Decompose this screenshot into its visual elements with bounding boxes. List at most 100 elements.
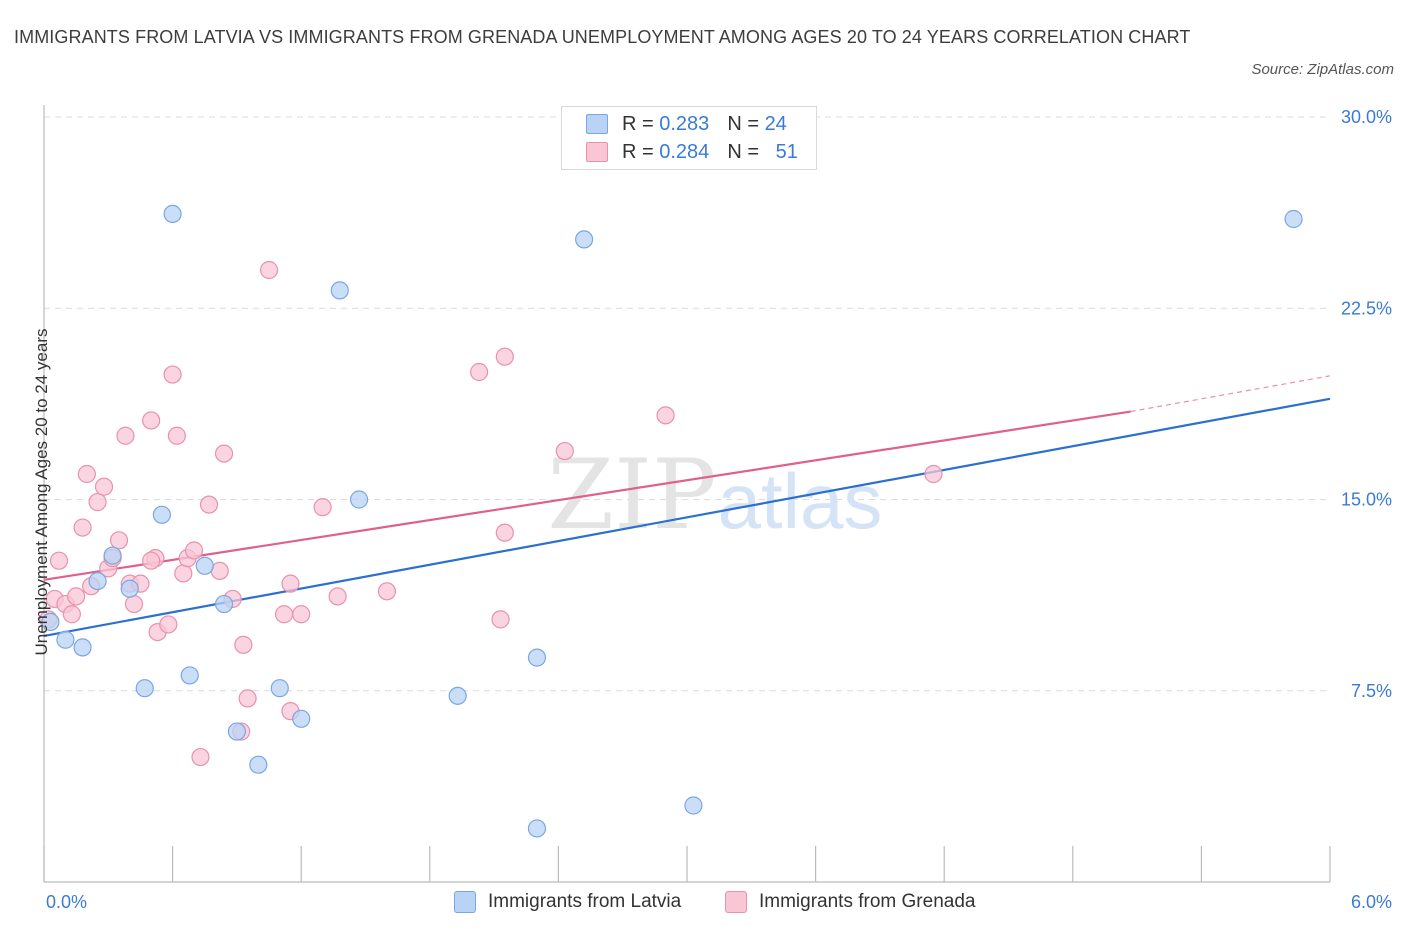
grenada-point-23 [167,426,186,445]
grenada-point-6 [73,518,92,537]
data-points [39,204,1303,838]
latvia-point-13 [249,755,268,774]
grenada-point-24 [174,564,193,583]
grenada-point-18 [142,411,161,430]
grenada-legend-label: Immigrants from Grenada [759,891,976,912]
latvia-point-4 [103,546,122,565]
latvia-point-21 [575,230,594,249]
latvia-legend-swatch [454,891,476,913]
grenada-trend-extension [1130,375,1331,413]
latvia-point-14 [270,679,289,698]
grenada-point-33 [238,689,257,708]
latvia-point-16 [330,281,349,300]
watermark: ZIP atlas [547,439,882,551]
y-tick-label-1: 15.0% [1341,490,1392,510]
grenada-n-value: 51 [775,140,798,163]
latvia-point-17 [349,490,369,509]
grenada-point-27 [199,495,219,514]
grenada-point-48 [924,464,943,484]
watermark-atlas: atlas [718,457,883,545]
tick-labels: 7.5% 15.0% 22.5% 30.0% 0.0% 6.0% [46,107,1392,912]
latvia-point-15 [292,709,311,728]
latvia-n-value: 24 [764,112,787,135]
grenada-point-5 [67,587,86,606]
grenada-point-39 [313,498,332,517]
grenada-point-26 [184,541,204,560]
latvia-n-label: N = [727,112,759,135]
latvia-point-12 [227,722,246,741]
legend-row-grenada: R = 0.284 N = 51 [586,139,798,165]
chart-title: IMMIGRANTS FROM LATVIA VS IMMIGRANTS FRO… [14,27,1191,47]
trend-lines [43,375,1331,638]
legend-row-latvia: R = 0.283 N = 24 [586,111,787,137]
latvia-trend-line [43,397,1331,638]
y-tick-label-3: 30.0% [1341,107,1392,127]
grenada-point-42 [469,362,489,382]
y-tick-label-0: 7.5% [1351,681,1392,701]
latvia-point-6 [135,679,154,698]
x-tick-label-max: 6.0% [1351,892,1392,912]
latvia-point-8 [163,204,182,223]
grenada-legend-swatch [725,891,747,913]
latvia-legend-label: Immigrants from Latvia [488,891,682,912]
grenada-trend-line [43,410,1131,581]
grenada-point-10 [94,477,114,496]
grenada-swatch [586,142,608,162]
grenada-point-32 [234,635,253,654]
latvia-point-3 [88,571,107,591]
grenada-point-47 [656,406,675,425]
y-tick-label-2: 22.5% [1341,298,1392,318]
grenada-point-36 [281,574,300,593]
source-label: Source: ZipAtlas.com [1251,61,1394,78]
grenada-point-43 [491,610,510,629]
grid-lines [44,116,1330,692]
latvia-r-value: 0.283 [659,112,710,135]
grenada-n-label: N = [727,140,759,163]
bottom-legend-grenada: Immigrants from Grenada [725,889,975,915]
grenada-point-34 [259,260,279,280]
latvia-point-9 [180,666,199,685]
grenada-point-22 [163,365,182,384]
latvia-point-5 [120,579,139,598]
grenada-point-38 [292,605,311,624]
latvia-point-7 [152,505,171,524]
bottom-legend-latvia: Immigrants from Latvia [454,889,681,915]
latvia-r-label: R = [622,112,654,135]
grenada-point-2 [49,551,69,570]
latvia-point-2 [73,638,92,657]
latvia-point-11 [214,594,234,614]
latvia-point-0 [41,612,60,632]
latvia-point-23 [1284,209,1303,229]
grenada-r-value: 0.284 [659,140,710,163]
grenada-r-label: R = [622,140,654,163]
grenada-point-49 [191,747,210,767]
grenada-point-16 [124,594,144,614]
grenada-point-29 [214,444,234,463]
y-axis-label: Unemployment Among Ages 20 to 24 years [32,328,51,656]
grenada-point-21 [159,615,178,634]
grenada-point-50 [142,551,161,570]
latvia-point-10 [195,556,214,575]
latvia-swatch [586,114,608,134]
grenada-point-40 [328,587,347,606]
watermark-zip: ZIP [547,439,716,551]
latvia-point-20 [527,648,547,667]
grenada-point-9 [88,492,107,512]
grenada-point-7 [77,464,96,484]
grenada-point-45 [495,523,514,542]
stats-legend: R = 0.283 N = 24 R = 0.284 N = 51 [561,106,817,170]
latvia-point-22 [684,796,703,815]
grenada-point-46 [555,441,574,461]
grenada-point-41 [377,582,397,601]
latvia-point-19 [527,819,547,838]
x-tick-label-min: 0.0% [46,892,87,912]
latvia-point-18 [448,686,467,705]
grenada-point-4 [62,605,81,624]
grenada-point-13 [109,531,129,550]
grenada-point-14 [116,426,135,445]
grenada-point-35 [274,605,294,624]
axes [43,105,1331,883]
grenada-point-44 [495,347,514,366]
latvia-point-1 [56,630,75,649]
